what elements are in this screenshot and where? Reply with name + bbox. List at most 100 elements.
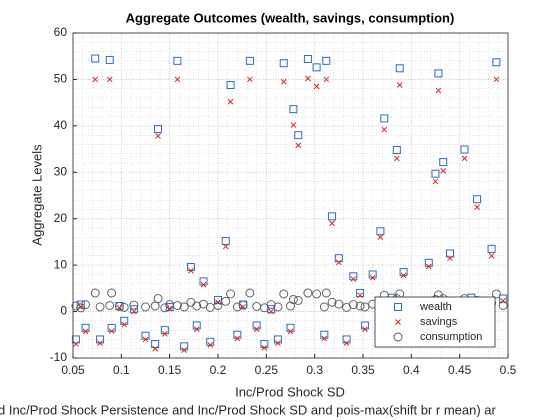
point-savings xyxy=(131,308,137,315)
point-savings xyxy=(357,292,363,299)
point-savings xyxy=(350,276,357,282)
point-consumption xyxy=(107,288,117,298)
point-savings xyxy=(500,298,507,304)
point-savings xyxy=(440,168,447,174)
legend-marker xyxy=(393,332,403,342)
point-wealth xyxy=(129,305,138,314)
point-savings xyxy=(166,305,173,312)
point-savings xyxy=(261,344,268,351)
legend-marker xyxy=(394,303,402,311)
point-savings xyxy=(290,122,297,128)
point-wealth xyxy=(492,58,501,67)
point-consumption xyxy=(334,299,344,309)
point-savings xyxy=(461,155,468,162)
point-wealth xyxy=(328,212,337,221)
chart-title: Aggregate Outcomes (wealth, savings, con… xyxy=(126,10,455,25)
point-savings xyxy=(181,347,188,353)
point-consumption xyxy=(90,288,100,298)
point-consumption xyxy=(105,301,115,310)
point-consumption xyxy=(179,302,189,312)
point-wealth xyxy=(245,56,254,65)
point-savings xyxy=(305,75,311,82)
point-savings xyxy=(268,308,275,315)
x-axis-label: Inc/Prod Shock SD xyxy=(235,384,345,399)
point-savings xyxy=(161,331,168,337)
x-tick-label: 0.5 xyxy=(500,363,517,377)
y-axis-label: Aggregate Levels xyxy=(29,144,44,246)
point-savings xyxy=(73,341,79,347)
y-tick-label: 30 xyxy=(54,164,68,178)
point-savings xyxy=(447,255,453,262)
point-wealth xyxy=(226,81,235,89)
point-savings xyxy=(295,142,302,149)
point-wealth xyxy=(356,289,365,297)
point-savings xyxy=(222,243,229,250)
point-savings xyxy=(234,335,241,342)
point-wealth xyxy=(91,54,100,63)
x-tick-label: 0.35 xyxy=(351,363,375,377)
point-consumption xyxy=(360,302,370,312)
y-tick-label: 60 xyxy=(54,25,68,39)
point-savings xyxy=(116,305,123,311)
point-consumption xyxy=(348,300,358,310)
point-savings xyxy=(193,326,200,333)
point-savings xyxy=(142,336,149,343)
point-wealth xyxy=(434,69,443,78)
point-consumption xyxy=(312,289,322,299)
point-wealth xyxy=(115,302,124,310)
point-wealth xyxy=(221,237,230,245)
point-savings xyxy=(377,234,384,241)
point-wealth xyxy=(289,105,298,114)
plot-frame xyxy=(72,32,509,359)
point-wealth xyxy=(76,300,85,309)
point-savings xyxy=(362,326,368,333)
point-consumption xyxy=(273,302,283,312)
point-savings xyxy=(323,76,330,83)
point-consumption xyxy=(245,288,255,298)
point-savings xyxy=(432,178,439,185)
point-savings xyxy=(280,78,287,85)
point-savings xyxy=(200,281,207,288)
point-savings xyxy=(253,326,260,333)
point-consumption xyxy=(319,302,329,312)
point-savings xyxy=(97,340,103,346)
point-consumption xyxy=(279,289,289,299)
point-savings xyxy=(227,98,234,105)
legend-label: wealth xyxy=(419,301,452,313)
point-savings xyxy=(121,321,128,328)
point-savings xyxy=(152,345,159,352)
point-savings xyxy=(435,87,442,94)
x-tick-label: 0.45 xyxy=(448,363,472,377)
y-tick-label: -10 xyxy=(50,350,68,364)
x-tick-label: 0.2 xyxy=(210,363,227,377)
point-consumption xyxy=(491,289,501,299)
point-wealth xyxy=(312,63,321,72)
x-tick-label: 0.3 xyxy=(306,363,323,377)
point-consumption xyxy=(321,288,331,298)
point-wealth xyxy=(267,305,276,314)
point-consumption xyxy=(213,301,223,310)
x-tick-label: 0.25 xyxy=(255,363,279,377)
point-wealth xyxy=(446,249,454,258)
point-savings xyxy=(329,220,335,227)
point-consumption xyxy=(226,289,236,299)
point-savings xyxy=(343,340,350,346)
point-savings xyxy=(155,133,161,139)
point-wealth xyxy=(71,335,80,344)
point-wealth xyxy=(499,294,508,303)
point-savings xyxy=(174,76,181,83)
point-wealth xyxy=(303,55,312,63)
point-wealth xyxy=(460,145,469,154)
legend-marker xyxy=(395,319,401,325)
point-savings xyxy=(287,328,294,335)
point-wealth xyxy=(165,302,174,311)
point-savings xyxy=(474,204,480,210)
point-consumption xyxy=(303,288,313,298)
point-savings xyxy=(92,76,99,83)
point-savings xyxy=(381,126,388,133)
y-tick-label: 50 xyxy=(54,72,68,86)
y-tick-label: 0 xyxy=(60,304,67,318)
point-savings xyxy=(108,328,115,334)
point-wealth xyxy=(439,158,448,167)
point-wealth xyxy=(154,125,163,134)
